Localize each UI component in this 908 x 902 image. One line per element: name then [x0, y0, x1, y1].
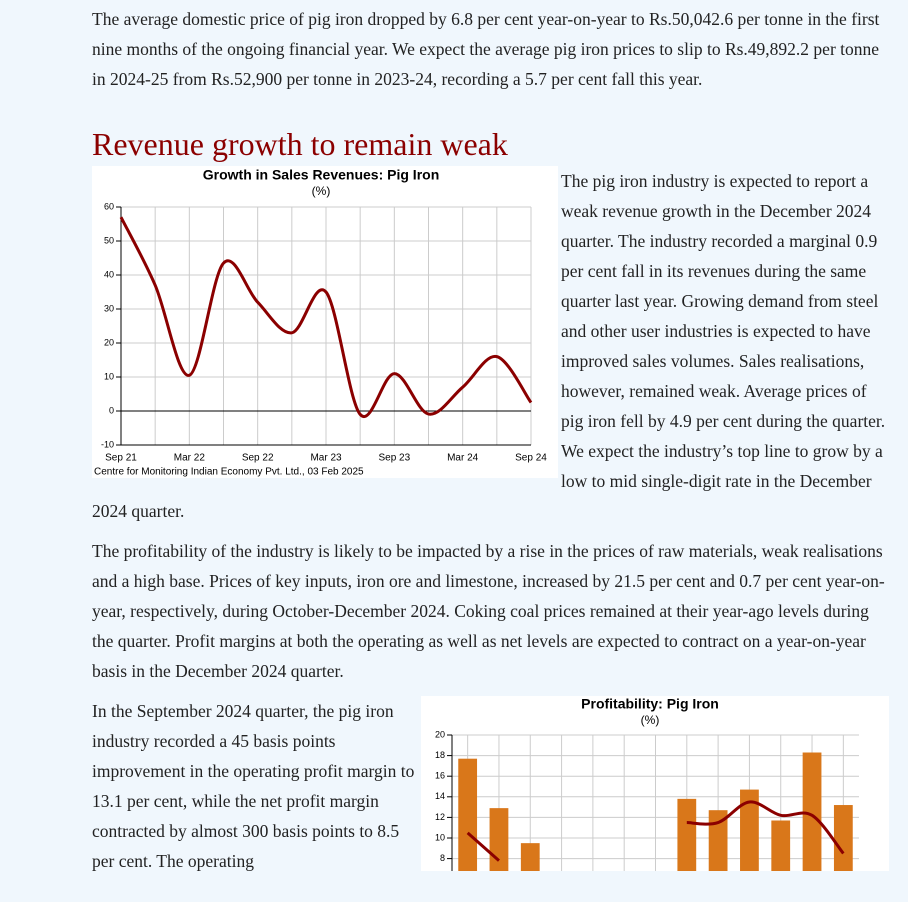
x-tick-label: Sep 23 [378, 453, 410, 464]
bar [740, 789, 759, 871]
x-tick-label: Mar 24 [447, 453, 479, 464]
bar [708, 810, 728, 871]
paragraph: The average domestic price of pig iron d… [92, 9, 880, 89]
y-tick-label: 12 [435, 812, 445, 822]
y-tick-label: 50 [104, 235, 114, 245]
paragraph: In the September 2024 quarter, the pig i… [92, 701, 415, 871]
bar [677, 798, 697, 871]
chart-subtitle: (%) [641, 713, 660, 727]
y-tick-label: -10 [101, 439, 114, 449]
x-tick-label: Mar 22 [174, 453, 206, 464]
y-tick-label: 8 [440, 853, 445, 863]
y-tick-label: 18 [435, 750, 445, 760]
paragraph: The profitability of the industry is lik… [92, 541, 885, 681]
article: The average domestic price of pig iron d… [92, 0, 892, 876]
y-tick-label: 20 [435, 729, 445, 739]
line [466, 800, 845, 862]
y-tick-label: 10 [435, 832, 445, 842]
paragraph: The pig iron industry is expected to rep… [92, 171, 886, 521]
chart-title: Growth in Sales Revenues: Pig Iron [203, 167, 440, 183]
y-tick-label: 0 [109, 405, 114, 415]
chart-subtitle: (%) [312, 184, 331, 198]
y-tick-label: 40 [104, 269, 114, 279]
x-tick-label: Mar 23 [310, 453, 342, 464]
chart-box: Profitability: Pig Iron (%) 8 10 12 14 16 18 20 [421, 696, 889, 871]
y-tick-label: 14 [435, 791, 445, 801]
y-tick-label: 20 [104, 337, 114, 347]
chart: Growth in Sales Revenues: Pig Iron(%) -10… [94, 167, 547, 478]
bar [771, 820, 791, 871]
x-tick-label: Sep 22 [242, 453, 274, 464]
y-tick-label: 10 [104, 371, 114, 381]
bar [833, 805, 853, 871]
chart-source: Centre for Monitoring Indian Economy Pvt… [94, 467, 364, 478]
y-tick-label: 60 [104, 201, 114, 211]
heading: Revenue growth to remain weak [92, 126, 508, 162]
chart: Profitability: Pig Iron(%) 8 10 12 14 16 18 20 [435, 696, 859, 871]
chart-title: Profitability: Pig Iron [581, 696, 719, 712]
line [119, 216, 533, 419]
x-tick-label: Sep 24 [515, 453, 547, 464]
bar [520, 843, 540, 871]
y-tick-label: 30 [104, 303, 114, 313]
bar [489, 808, 509, 871]
bar [802, 752, 822, 871]
chart-box: Growth in Sales Revenues: Pig Iron (%) -10… [92, 166, 558, 478]
x-tick-label: Sep 21 [105, 453, 137, 464]
y-tick-label: 16 [435, 771, 445, 781]
bar [458, 758, 478, 871]
